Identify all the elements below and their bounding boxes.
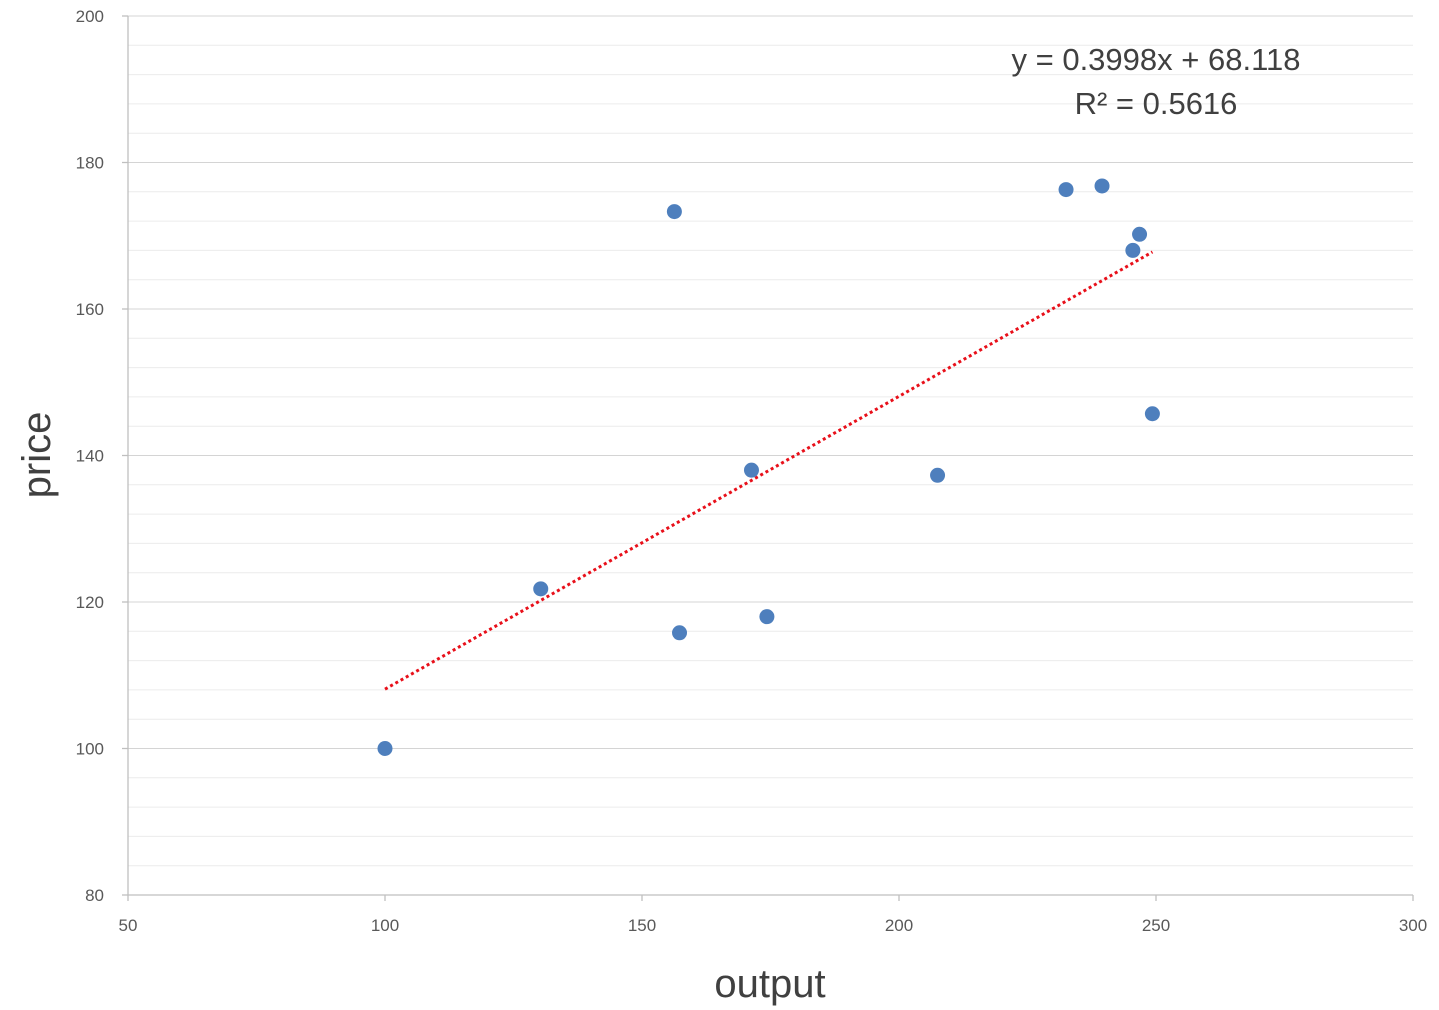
y-tick-label: 120 <box>76 593 104 612</box>
y-tick-label: 200 <box>76 7 104 26</box>
x-tick-labels: 50 100 150 200 250 300 <box>119 916 1428 935</box>
trendline-r2-label: R² = 0.5616 <box>1075 86 1238 121</box>
data-point <box>1144 406 1160 422</box>
major-gridlines <box>128 15 1413 749</box>
y-tick-label: 140 <box>76 447 104 466</box>
data-point <box>930 467 946 483</box>
y-tick-label: 80 <box>85 886 104 905</box>
y-tick-label: 160 <box>76 300 104 319</box>
data-point <box>743 462 759 478</box>
x-tick-label: 300 <box>1399 916 1427 935</box>
data-point <box>533 581 549 597</box>
x-axis-title: output <box>714 962 825 1006</box>
x-tick-label: 150 <box>628 916 656 935</box>
y-tick-label: 180 <box>76 154 104 173</box>
data-point <box>1125 242 1141 258</box>
data-point <box>377 741 393 756</box>
data-point <box>666 204 682 220</box>
minor-gridlines <box>128 44 1413 867</box>
data-points <box>377 178 1160 756</box>
data-point <box>1094 178 1110 194</box>
y-tick-label: 100 <box>76 740 104 759</box>
trendline-equation-label: y = 0.3998x + 68.118 <box>1012 42 1301 77</box>
data-point <box>672 625 688 641</box>
data-point <box>1132 226 1148 242</box>
data-point <box>759 609 775 625</box>
x-tick-label: 250 <box>1142 916 1170 935</box>
y-axis-title: price <box>15 412 59 499</box>
x-tick-label: 100 <box>371 916 399 935</box>
x-tick-label: 200 <box>885 916 913 935</box>
axes <box>122 15 1414 901</box>
x-tick-label: 50 <box>119 916 138 935</box>
y-tick-labels: 80 100 120 140 160 180 200 <box>76 7 104 905</box>
data-point <box>1058 182 1074 198</box>
